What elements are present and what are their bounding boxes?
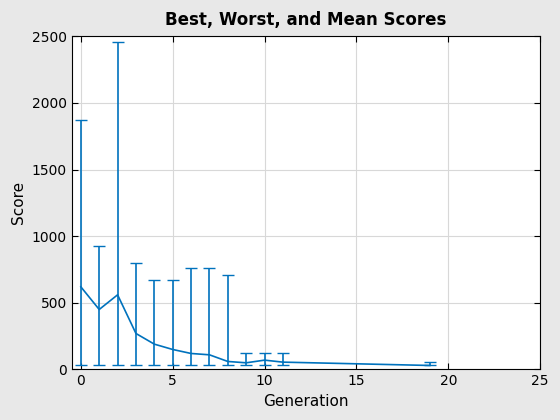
Title: Best, Worst, and Mean Scores: Best, Worst, and Mean Scores [165,11,446,29]
Y-axis label: Score: Score [11,181,26,224]
X-axis label: Generation: Generation [263,394,349,409]
